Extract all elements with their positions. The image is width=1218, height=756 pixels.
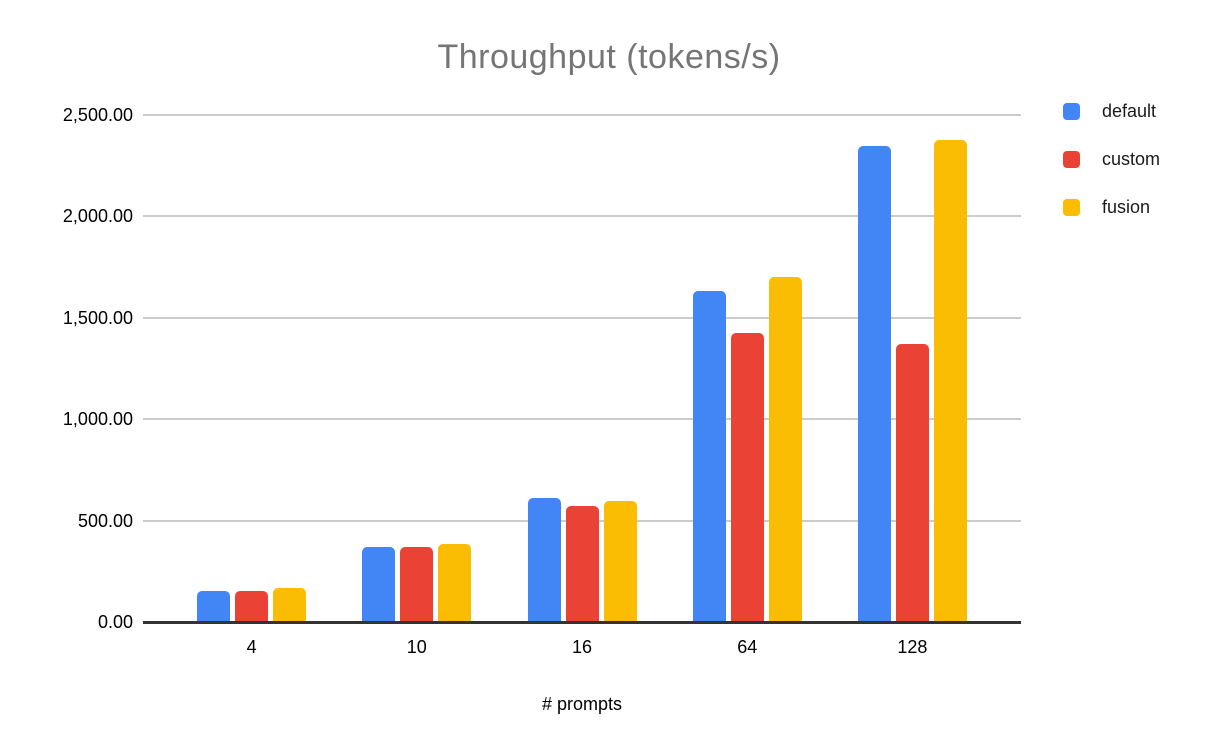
gridline-1500 xyxy=(143,316,1021,319)
y-axis-tick-label: 500.00 xyxy=(77,510,133,531)
x-axis-title: # prompts xyxy=(541,694,623,714)
y-axis-tick-label: 1,000.00 xyxy=(62,409,133,430)
y-axis-tick-label: 0.00 xyxy=(97,612,133,632)
bars-layer xyxy=(143,115,1021,622)
x-axis-baseline xyxy=(143,621,1021,624)
gridline-1000 xyxy=(143,418,1021,421)
bar-group-128 xyxy=(830,115,995,622)
y-axis-tick-label: 2,500.00 xyxy=(62,105,133,125)
x-axis: 4 10 16 64 128 xyxy=(143,637,1021,658)
y-axis-tick-label: 1,500.00 xyxy=(62,307,133,328)
bar-group-16 xyxy=(499,115,664,622)
x-axis-category-label-16: 16 xyxy=(571,637,593,657)
bar-fusion-64 xyxy=(768,277,802,622)
y-axis-tick-label: 2,000.00 xyxy=(62,206,133,227)
x-axis-category-label-64: 64 xyxy=(737,637,758,657)
legend: default custom fusion xyxy=(1063,101,1161,247)
legend-item-fusion: fusion xyxy=(1063,197,1160,217)
x-axis-category-label-128: 128 xyxy=(897,637,928,657)
legend-item-default: default xyxy=(1063,101,1160,121)
bar-default-10 xyxy=(362,546,396,622)
legend-swatch-fusion xyxy=(1063,199,1080,216)
bar-custom-4 xyxy=(235,590,269,622)
bar-group-64 xyxy=(665,115,830,622)
bar-custom-10 xyxy=(400,547,434,622)
legend-label-default: default xyxy=(1102,101,1157,121)
legend-label-custom: custom xyxy=(1102,149,1161,169)
legend-swatch-default xyxy=(1063,103,1080,120)
bar-fusion-10 xyxy=(438,543,472,622)
y-axis: 0.00 500.00 1,000.00 1,500.00 2,000.00 2,500.… xyxy=(0,105,133,632)
plot-area xyxy=(143,114,1021,624)
gridline-2000 xyxy=(143,215,1021,218)
bar-group-4 xyxy=(169,115,334,622)
legend-item-custom: custom xyxy=(1063,149,1161,169)
bar-default-128 xyxy=(857,146,891,622)
bar-default-4 xyxy=(197,590,231,622)
bar-custom-64 xyxy=(730,333,764,622)
chart-title: Throughput (tokens/s) xyxy=(437,38,781,76)
x-axis-category-label-10: 10 xyxy=(406,637,427,657)
bar-custom-128 xyxy=(895,343,929,622)
legend-swatch-custom xyxy=(1063,151,1080,168)
x-axis-category-label-4: 4 xyxy=(246,637,257,657)
gridline-2500 xyxy=(143,114,1021,116)
bar-custom-16 xyxy=(565,506,599,622)
legend-label-fusion: fusion xyxy=(1102,197,1151,217)
bar-fusion-16 xyxy=(603,500,637,622)
bar-fusion-4 xyxy=(273,588,307,622)
bar-fusion-128 xyxy=(933,139,967,622)
bar-default-16 xyxy=(527,498,561,622)
bar-group-10 xyxy=(334,115,499,622)
bar-default-64 xyxy=(692,291,726,622)
